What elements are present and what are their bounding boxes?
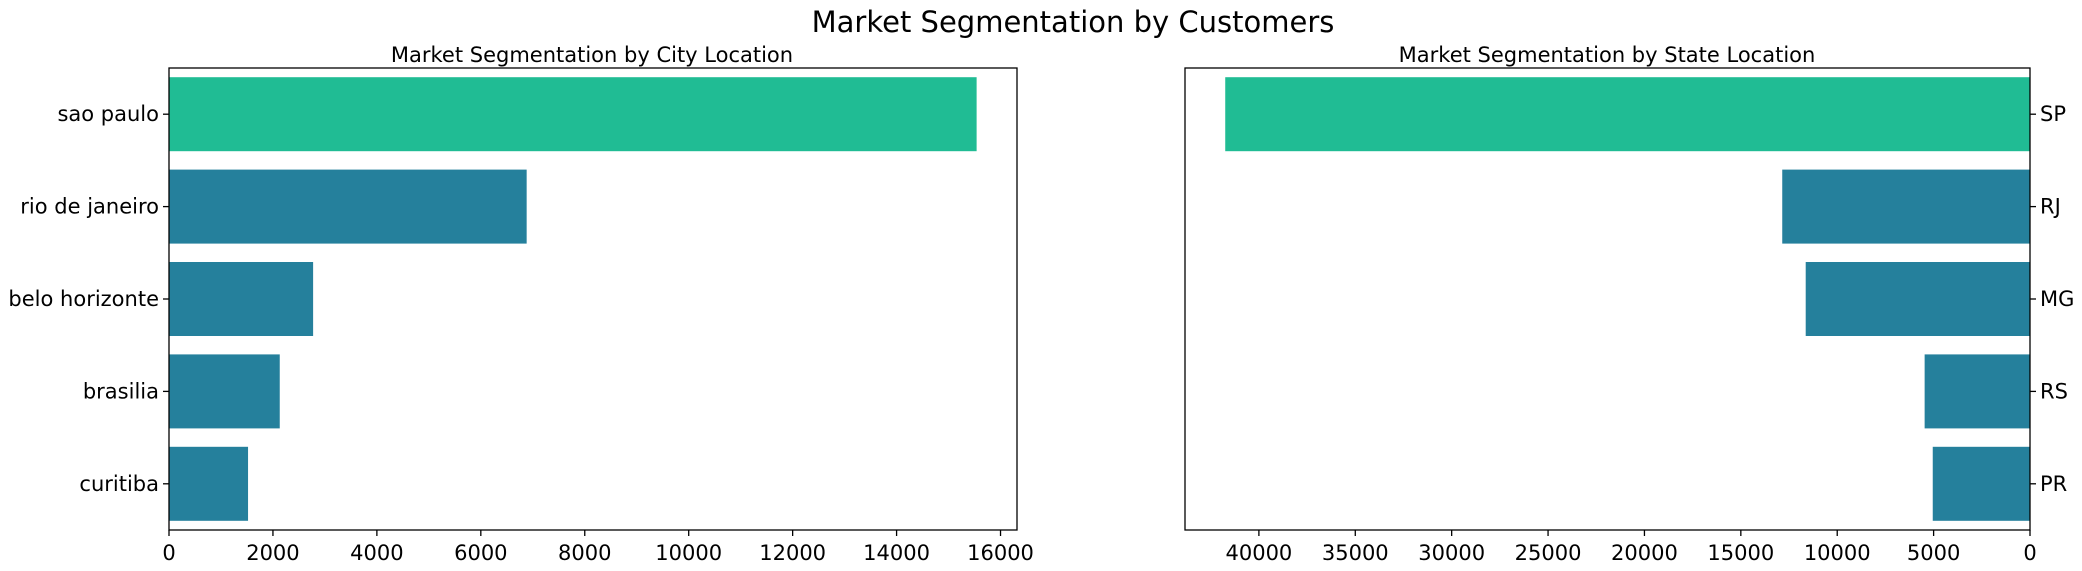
city-x-tick-label-4: 8000 — [558, 541, 611, 565]
city-x-tick-label-6: 12000 — [759, 541, 826, 565]
city-bar-0 — [169, 77, 977, 152]
city-x-tick-label-1: 2000 — [246, 541, 299, 565]
state-chart: Market Segmentation by State Location SP… — [1184, 43, 2074, 565]
state-bar-4 — [1932, 446, 2030, 521]
state-x-tick-label-8: 40000 — [1225, 541, 1292, 565]
city-bar-1 — [169, 169, 527, 244]
state-x-tick-label-0: 0 — [2023, 541, 2036, 565]
city-x-tick-label-0: 0 — [162, 541, 175, 565]
state-category-label-2: MG — [2040, 287, 2074, 311]
city-category-label-0: sao paulo — [57, 102, 159, 126]
city-bar-2 — [169, 262, 314, 336]
city-chart-title: Market Segmentation by City Location — [391, 43, 793, 67]
state-category-labels: SP RJ MG RS PR — [2030, 102, 2074, 496]
city-chart-frame — [168, 67, 1018, 531]
city-category-label-2: belo horizonte — [8, 287, 159, 311]
state-x-tick-label-1: 5000 — [1907, 541, 1960, 565]
state-bar-0 — [1225, 77, 2030, 152]
city-x-tick-label-7: 14000 — [863, 541, 930, 565]
state-x-tick-label-5: 25000 — [1515, 541, 1582, 565]
state-x-tick-label-7: 35000 — [1322, 541, 1389, 565]
city-bar-4 — [169, 446, 249, 521]
state-category-label-1: RJ — [2040, 195, 2061, 219]
state-x-tick-label-2: 10000 — [1804, 541, 1871, 565]
state-bar-1 — [1782, 169, 2030, 244]
state-x-tick-label-6: 30000 — [1418, 541, 1485, 565]
city-x-tick-label-8: 16000 — [967, 541, 1034, 565]
city-x-ticks: 0 2000 4000 6000 8000 10000 12000 14000 16000 — [162, 530, 1034, 565]
city-category-labels: sao paulo rio de janeiro belo horizonte bra… — [8, 102, 169, 496]
city-x-tick-label-3: 6000 — [454, 541, 507, 565]
state-bar-3 — [1924, 354, 2030, 429]
state-x-ticks: 0 5000 10000 15000 20000 25000 30000 35000 40000 — [1225, 530, 2037, 565]
state-chart-title: Market Segmentation by State Location — [1399, 43, 1816, 67]
city-category-label-3: brasilia — [83, 379, 159, 403]
state-category-label-0: SP — [2040, 102, 2066, 126]
state-bars — [1225, 77, 2030, 521]
city-bars — [169, 77, 977, 521]
city-chart: Market Segmentation by City Location sao… — [8, 43, 1034, 565]
state-chart-frame — [1184, 67, 2031, 531]
state-x-tick-label-4: 20000 — [1611, 541, 1678, 565]
figure-title: Market Segmentation by Customers — [812, 5, 1335, 39]
state-category-label-3: RS — [2040, 379, 2068, 403]
city-x-tick-label-5: 10000 — [655, 541, 722, 565]
state-bar-2 — [1805, 262, 2030, 336]
state-category-label-4: PR — [2040, 472, 2067, 496]
city-x-tick-label-2: 4000 — [350, 541, 403, 565]
city-category-label-4: curitiba — [79, 472, 159, 496]
state-x-tick-label-3: 15000 — [1707, 541, 1774, 565]
city-bar-3 — [169, 354, 280, 429]
city-category-label-1: rio de janeiro — [20, 195, 159, 219]
